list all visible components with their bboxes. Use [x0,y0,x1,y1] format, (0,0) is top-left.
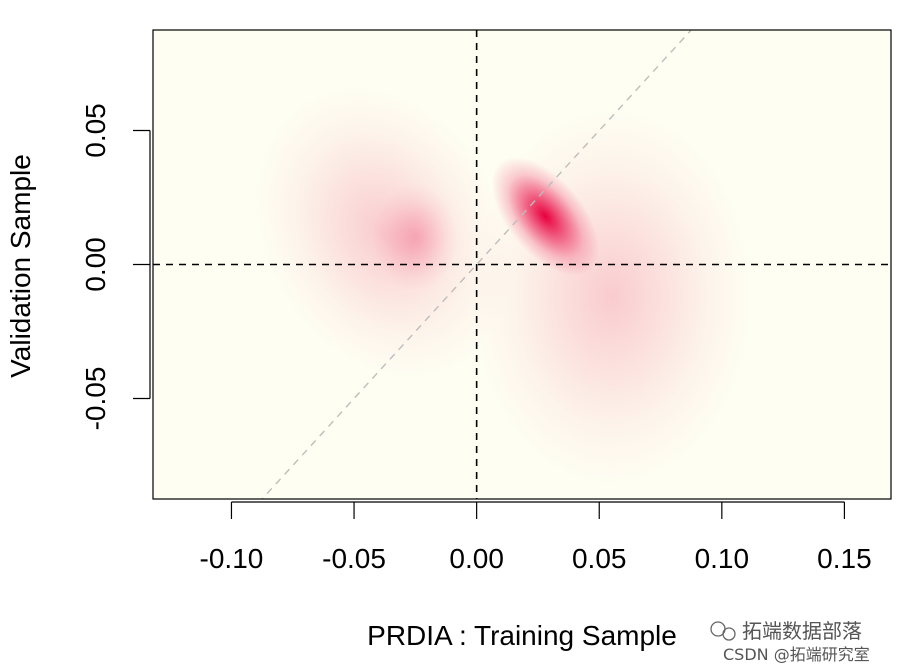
wechat-icon [710,621,736,641]
heatmap-layer [255,86,752,486]
x-tick-label: -0.05 [322,543,386,574]
x-tick-label: 0.10 [695,543,750,574]
watermark-line1: 拓端数据部落 [742,619,862,643]
y-tick-label: 0.05 [80,103,111,158]
density-blob [471,107,752,486]
density-blob [372,184,459,291]
y-tick-label: 0.00 [80,237,111,292]
x-tick-label: -0.10 [200,543,264,574]
watermark-line2: CSDN @拓端研究室 [723,645,870,664]
y-axis-title: Validation Sample [5,154,36,378]
x-tick-label: 0.15 [817,543,872,574]
reference-lines [153,30,891,499]
x-tick-label: 0.00 [449,543,504,574]
diagonal-reference-line [261,30,693,499]
x-axis: -0.10 -0.05 0.00 0.05 0.10 0.15 [200,501,872,574]
watermark: 拓端数据部落 CSDN @拓端研究室 [710,619,870,664]
y-axis: -0.05 0.00 0.05 [80,103,151,431]
plot-frame [152,29,892,500]
x-tick-label: 0.05 [572,543,627,574]
x-axis-title: PRDIA : Training Sample [367,620,677,651]
y-tick-label: -0.05 [80,367,111,431]
